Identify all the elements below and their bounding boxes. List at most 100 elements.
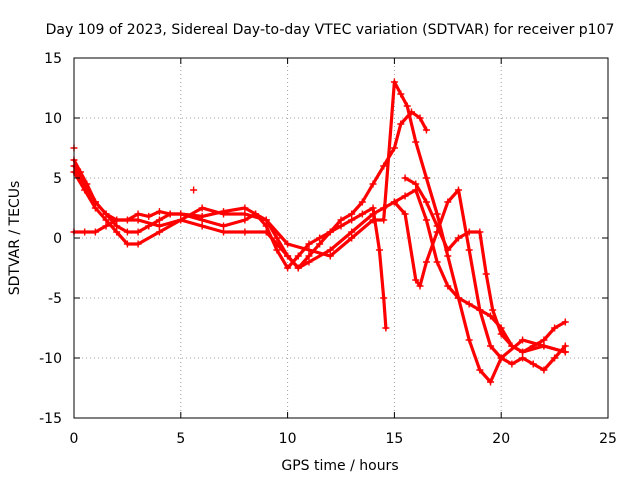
data-point (416, 114, 424, 122)
data-point (412, 138, 420, 146)
data-point (540, 366, 548, 374)
data-point (134, 216, 142, 224)
data-point (241, 228, 249, 236)
data-point (465, 300, 473, 308)
data-point (241, 210, 249, 218)
data-point (220, 222, 228, 230)
data-point (497, 354, 505, 362)
data-point (380, 216, 388, 224)
data-point (551, 354, 559, 362)
data-point (529, 360, 537, 368)
data-point (422, 216, 430, 224)
data-point (561, 318, 569, 326)
y-axis-label: SDTVAR / TECUs (7, 181, 23, 296)
data-point (487, 378, 495, 386)
data-point (102, 210, 110, 218)
data-point (294, 252, 302, 260)
chart-title: Day 109 of 2023, Sidereal Day-to-day VTE… (46, 22, 615, 38)
series-line (72, 170, 567, 354)
data-point (305, 246, 313, 254)
data-point (422, 198, 430, 206)
data-point (476, 366, 484, 374)
data-point (497, 330, 505, 338)
data-point (508, 342, 516, 350)
data-point (102, 222, 110, 230)
data-point (113, 228, 121, 236)
y-tick-label: 0 (53, 231, 62, 247)
data-point (316, 234, 324, 242)
data-point (198, 222, 206, 230)
data-point (454, 234, 462, 242)
data-point (155, 208, 163, 216)
data-point (198, 204, 206, 212)
data-point (444, 252, 452, 260)
data-point (433, 210, 441, 218)
data-point (337, 222, 345, 230)
isolated-data-point (190, 186, 198, 194)
data-point (294, 264, 302, 272)
data-point (476, 228, 484, 236)
data-point (123, 228, 131, 236)
data-point (390, 144, 398, 152)
data-point (540, 342, 548, 350)
data-point (465, 246, 473, 254)
grid-lines (74, 58, 608, 418)
data-point (551, 324, 559, 332)
series-line (72, 158, 388, 330)
data-point (134, 210, 142, 218)
data-point (241, 204, 249, 212)
data-point (519, 336, 527, 344)
data-point (444, 246, 452, 254)
data-point (401, 192, 409, 200)
data-point (369, 210, 377, 218)
data-point (465, 228, 473, 236)
data-point (412, 180, 420, 188)
data-point (382, 324, 390, 332)
x-axis-label: GPS time / hours (281, 458, 398, 474)
data-point (358, 210, 366, 218)
data-point (145, 212, 153, 220)
series-line (72, 80, 567, 384)
data-point (519, 348, 527, 356)
data-point (397, 90, 405, 98)
data-point (284, 264, 292, 272)
y-tick-label: 10 (44, 111, 62, 127)
data-point (91, 204, 99, 212)
data-point (529, 342, 537, 350)
data-point (482, 270, 490, 278)
data-point (403, 102, 411, 110)
data-point (561, 348, 569, 356)
data-series (70, 78, 569, 386)
data-point (397, 120, 405, 128)
data-point (348, 234, 356, 242)
data-point (422, 258, 430, 266)
data-point (375, 246, 383, 254)
y-tick-label: 5 (53, 171, 62, 187)
data-point (81, 228, 89, 236)
data-point (519, 354, 527, 362)
data-point (134, 240, 142, 248)
data-point (155, 222, 163, 230)
data-point (166, 210, 174, 218)
data-point (348, 210, 356, 218)
series-trace-5 (390, 186, 569, 374)
data-point (326, 246, 334, 254)
data-point (422, 126, 430, 134)
data-point (198, 216, 206, 224)
x-tick-label: 10 (279, 431, 297, 447)
data-point (348, 228, 356, 236)
data-point (91, 228, 99, 236)
y-tick-label: -15 (39, 411, 62, 427)
data-point (177, 216, 185, 224)
data-point (155, 216, 163, 224)
data-point (390, 78, 398, 86)
data-point (433, 258, 441, 266)
data-point (273, 246, 281, 254)
data-point (380, 294, 388, 302)
data-point (454, 186, 462, 194)
data-point (326, 228, 334, 236)
series-line (392, 188, 567, 372)
data-point (113, 216, 121, 224)
x-tick-label: 5 (176, 431, 185, 447)
